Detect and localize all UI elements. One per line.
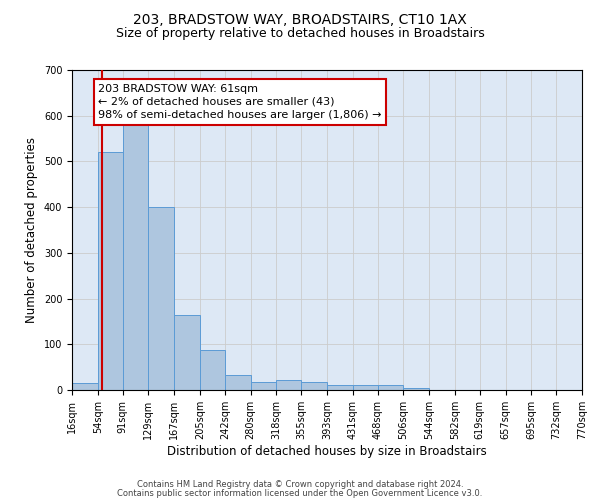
- Bar: [353, 384, 378, 390]
- Text: 203 BRADSTOW WAY: 61sqm
← 2% of detached houses are smaller (43)
98% of semi-det: 203 BRADSTOW WAY: 61sqm ← 2% of detached…: [98, 84, 382, 120]
- Bar: [225, 376, 251, 390]
- Bar: [200, 350, 225, 390]
- Text: 203, BRADSTOW WAY, BROADSTAIRS, CT10 1AX: 203, BRADSTOW WAY, BROADSTAIRS, CT10 1AX: [133, 12, 467, 26]
- Bar: [72, 383, 98, 390]
- Bar: [403, 388, 429, 390]
- Text: Size of property relative to detached houses in Broadstairs: Size of property relative to detached ho…: [116, 28, 484, 40]
- Bar: [327, 386, 353, 390]
- X-axis label: Distribution of detached houses by size in Broadstairs: Distribution of detached houses by size …: [167, 444, 487, 458]
- Bar: [251, 382, 276, 390]
- Bar: [98, 152, 123, 390]
- Text: Contains public sector information licensed under the Open Government Licence v3: Contains public sector information licen…: [118, 488, 482, 498]
- Bar: [174, 314, 200, 390]
- Bar: [378, 384, 403, 390]
- Bar: [123, 125, 148, 390]
- Bar: [301, 382, 327, 390]
- Bar: [276, 380, 301, 390]
- Bar: [148, 207, 174, 390]
- Y-axis label: Number of detached properties: Number of detached properties: [25, 137, 38, 323]
- Text: Contains HM Land Registry data © Crown copyright and database right 2024.: Contains HM Land Registry data © Crown c…: [137, 480, 463, 489]
